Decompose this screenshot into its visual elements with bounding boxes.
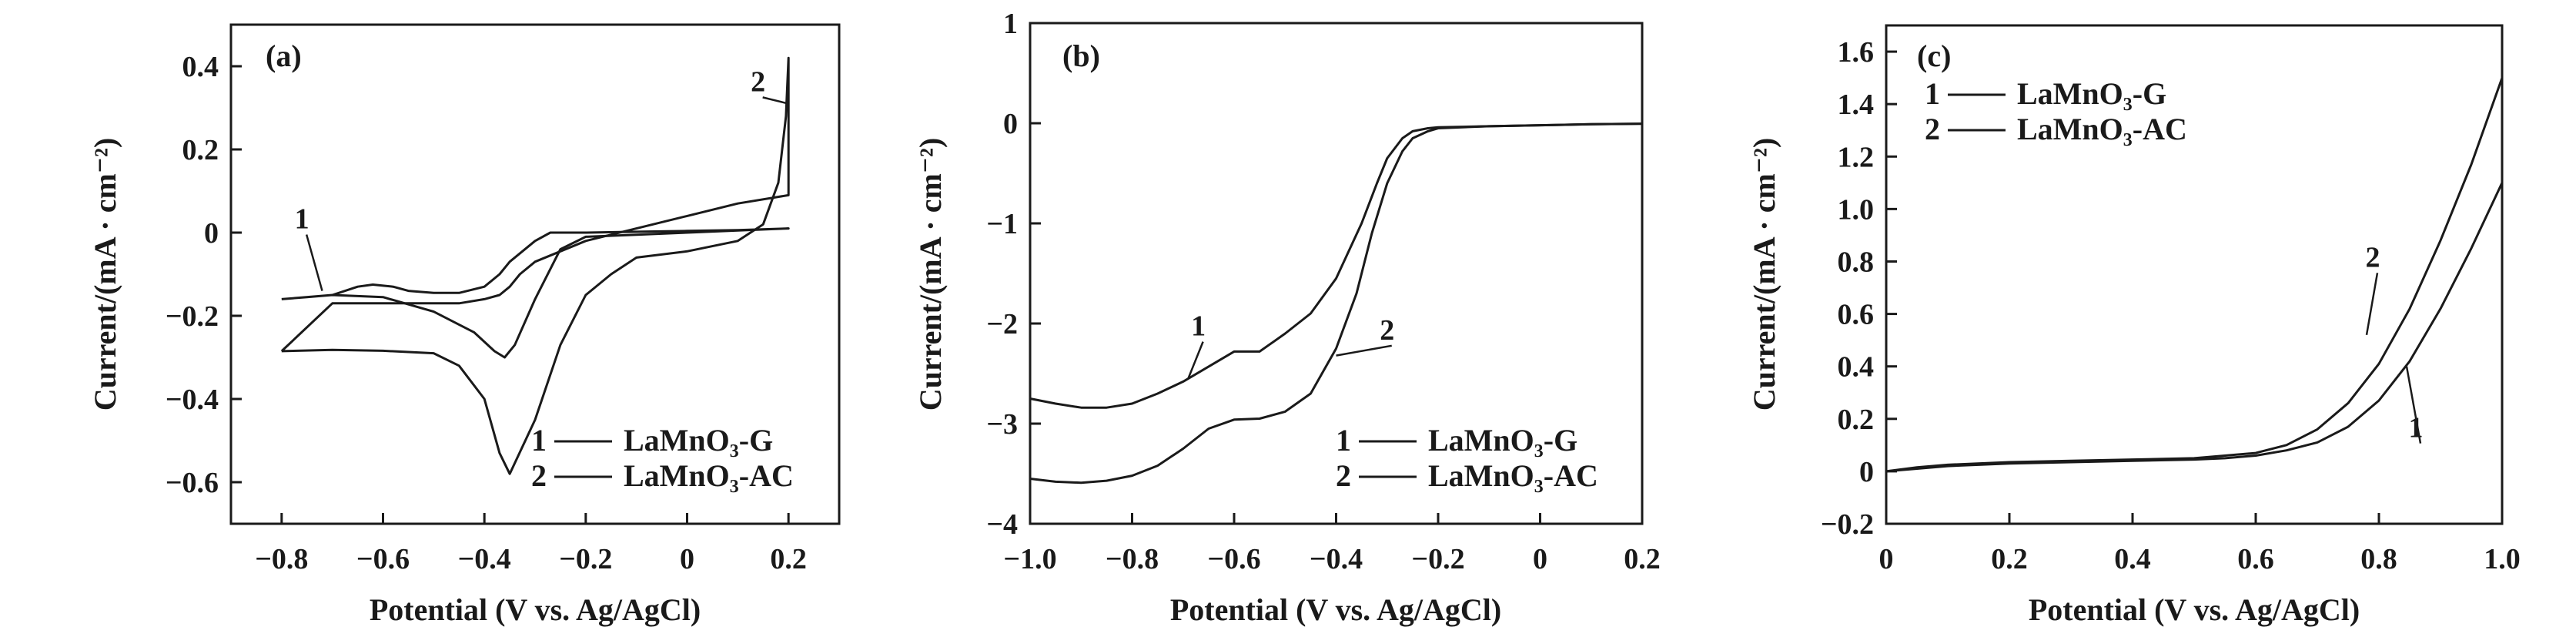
curve-number-label: 1 xyxy=(1191,310,1206,343)
x-tick-label: −0.4 xyxy=(1310,543,1363,575)
panel-label: (b) xyxy=(1062,39,1100,73)
x-tick-label: −0.2 xyxy=(1411,543,1464,575)
legend-label: LaMnO₃-AC xyxy=(624,458,794,493)
curves xyxy=(1029,122,1643,484)
axis-ticks: −0.8 −0.6 −0.4 −0.2 0 0.2 0.4 0.2 0 −0.2 −0.4 −0.6 xyxy=(166,51,807,575)
panel-a: −0.8 −0.6 −0.4 −0.2 0 0.20.40.20−0.2−0.4−0.6 … xyxy=(88,23,841,627)
legend-label: LaMnO₃-AC xyxy=(1428,458,1598,493)
legend-label: LaMnO₃-G xyxy=(1428,423,1577,458)
y-tick-label: −2 xyxy=(986,308,1018,340)
y-axis-label: Current/(mA · cm⁻²) xyxy=(1747,138,1781,411)
panel-label: (a) xyxy=(266,39,302,73)
plot-frame xyxy=(1885,24,2504,525)
y-axis-label: Current/(mA · cm⁻²) xyxy=(913,138,948,411)
leader-line xyxy=(2405,366,2422,444)
x-tick-label: 0.2 xyxy=(1624,543,1661,575)
x-tick-label: 0.2 xyxy=(770,543,807,575)
curve-number-label: 2 xyxy=(751,65,765,98)
axis-ticks: 0 0.2 0.4 0.6 0.8 1.0 1.6 1.4 1.2 1.0 0.8 0.6 0.4 0.2… xyxy=(1821,36,2521,575)
x-tick-label: −0.4 xyxy=(458,543,511,575)
y-tick-label: 0 xyxy=(1003,108,1018,140)
y-tick-label: 0.2 xyxy=(1838,404,1875,436)
x-tick-label: −0.8 xyxy=(1106,543,1159,575)
y-tick-label: −0.6 xyxy=(166,467,219,499)
curves xyxy=(1885,77,2504,473)
leader-line xyxy=(2365,273,2379,336)
curve-number-label: 2 xyxy=(1380,314,1394,347)
legend-number: 1 xyxy=(1336,423,1351,458)
x-tick-label: 0.6 xyxy=(2237,543,2274,575)
y-tick-label: 0.8 xyxy=(1838,246,1875,278)
x-tick-label: 0 xyxy=(680,543,694,575)
curve-2 xyxy=(280,56,790,475)
y-tick-label: −1 xyxy=(986,208,1018,240)
y-tick-label: −0.4 xyxy=(166,384,219,416)
legend-number: 1 xyxy=(1925,76,1940,111)
curve-1 xyxy=(281,227,790,359)
y-tick-label: 0 xyxy=(204,217,219,250)
leader-line xyxy=(1187,341,1204,379)
x-tick-label: 0.4 xyxy=(2114,543,2151,575)
legend-number: 1 xyxy=(531,423,547,458)
x-tick-label: −0.2 xyxy=(559,543,612,575)
x-tick-label: 0.8 xyxy=(2360,543,2397,575)
y-tick-label: 1.4 xyxy=(1838,89,1875,121)
x-tick-label: −1.0 xyxy=(1003,543,1056,575)
curve-2 xyxy=(1029,122,1643,484)
axis-ticks: −1.0 −0.8 −0.6 −0.4 −0.2 0 0.2 1 0 −1 −2 −3 −4 xyxy=(986,8,1660,575)
y-tick-label: 0.2 xyxy=(182,134,219,166)
y-axis-label: Current/(mA · cm⁻²) xyxy=(88,138,122,411)
y-tick-label: 0.6 xyxy=(1838,299,1875,331)
curve-number-label: 2 xyxy=(2366,241,2380,273)
x-tick-label: −0.8 xyxy=(255,543,308,575)
plot-frame xyxy=(229,23,841,525)
legend-label: LaMnO₃-AC xyxy=(2017,112,2187,146)
curve-1 xyxy=(1029,122,1643,409)
y-tick-label: 1.0 xyxy=(1838,193,1875,226)
legend-number: 2 xyxy=(1925,112,1940,146)
legend-number: 2 xyxy=(1336,458,1351,493)
x-tick-label: 0 xyxy=(1879,543,1894,575)
y-tick-label: −0.2 xyxy=(166,300,219,333)
y-tick-label: −4 xyxy=(986,508,1018,541)
legend-label: LaMnO₃-G xyxy=(624,423,773,458)
x-axis-label: Potential (V vs. Ag/AgCl) xyxy=(370,592,701,627)
x-axis-label: Potential (V vs. Ag/AgCl) xyxy=(1170,592,1501,627)
legend-label: LaMnO₃-G xyxy=(2017,76,2166,111)
legend: 1 LaMnO₃-G 2 LaMnO₃-AC xyxy=(531,423,794,493)
x-tick-label: −0.6 xyxy=(356,543,410,575)
curve-1 xyxy=(1885,182,2504,473)
y-tick-label: 0.4 xyxy=(182,51,219,83)
x-tick-label: 0 xyxy=(1533,543,1547,575)
panel-label: (c) xyxy=(1917,39,1951,73)
x-tick-label: 0.2 xyxy=(1991,543,2028,575)
leader-line xyxy=(1336,344,1392,357)
y-tick-label: 0.4 xyxy=(1838,351,1875,384)
leader-line xyxy=(762,96,789,105)
x-tick-label: 1.0 xyxy=(2484,543,2521,575)
x-axis-label: Potential (V vs. Ag/AgCl) xyxy=(2029,592,2360,627)
legend-number: 2 xyxy=(531,458,547,493)
legend: 1 LaMnO₃-G 2 LaMnO₃-AC xyxy=(1925,76,2187,146)
y-tick-label: −0.2 xyxy=(1821,508,1874,541)
y-tick-label: −3 xyxy=(986,408,1018,441)
curve-number-label: 1 xyxy=(295,203,309,236)
curves xyxy=(280,56,790,475)
y-tick-label: 1.6 xyxy=(1838,36,1875,69)
y-tick-label: 1.2 xyxy=(1838,141,1875,173)
curve-annotations: 21 xyxy=(2366,241,2424,444)
curve-2 xyxy=(1885,77,2504,473)
x-tick-label: −0.6 xyxy=(1207,543,1260,575)
leader-line xyxy=(305,234,323,291)
panel-c: 0 0.2 0.4 0.6 0.8 1.0 1.6 1.4 1.2 1.0 0.8 0.6 0.4 0.2… xyxy=(1747,24,2521,627)
legend: 1 LaMnO₃-G 2 LaMnO₃-AC xyxy=(1336,423,1598,493)
curve-annotations: 12 xyxy=(295,65,789,291)
y-tick-label: 0 xyxy=(1859,456,1874,488)
y-tick-label: 1 xyxy=(1003,8,1018,40)
